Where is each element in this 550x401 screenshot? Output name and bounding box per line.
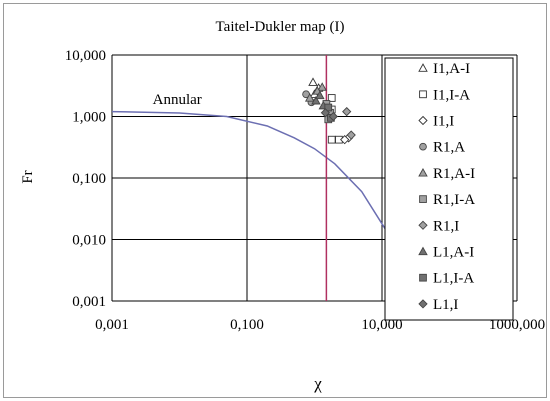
x-tick-label: 0,100 bbox=[230, 317, 264, 333]
data-point bbox=[342, 106, 352, 117]
legend-marker bbox=[418, 220, 428, 230]
legend-entry: R1,I bbox=[433, 218, 459, 234]
legend-entry: L1,I bbox=[433, 297, 458, 313]
y-tick-label: 1,000 bbox=[72, 110, 106, 126]
legend-box bbox=[384, 57, 514, 321]
y-axis-label: Fr bbox=[20, 170, 36, 183]
legend-entry: I1,I-A bbox=[433, 87, 470, 103]
legend-marker bbox=[418, 115, 428, 126]
data-point bbox=[308, 77, 318, 86]
legend-marker bbox=[419, 195, 427, 203]
legend-entry: L1,A-I bbox=[433, 245, 474, 261]
data-point bbox=[328, 111, 338, 122]
legend-marker bbox=[418, 63, 428, 72]
x-tick-label: 1000,000 bbox=[489, 317, 545, 333]
legend-entry: R1,I-A bbox=[433, 192, 475, 208]
legend-entry: I1,I bbox=[433, 114, 454, 130]
data-point bbox=[346, 130, 356, 140]
x-tick-label: 10,000 bbox=[361, 317, 402, 333]
y-tick-label: 10,000 bbox=[65, 48, 106, 64]
x-tick-label: 0,001 bbox=[95, 317, 129, 333]
legend-marker bbox=[419, 90, 427, 99]
data-point bbox=[320, 108, 331, 118]
legend-marker bbox=[419, 273, 427, 282]
legend-marker bbox=[418, 299, 428, 309]
data-point bbox=[317, 82, 327, 91]
legend-marker bbox=[418, 167, 428, 177]
legend-marker bbox=[418, 246, 428, 256]
data-point bbox=[304, 93, 315, 102]
data-point bbox=[311, 95, 321, 105]
legend-entry: R1,A-I bbox=[433, 166, 475, 182]
y-tick-label: 0,010 bbox=[72, 233, 106, 249]
legend-marker bbox=[419, 142, 427, 151]
region-annotation: Annular bbox=[153, 92, 202, 108]
data-point bbox=[340, 135, 350, 145]
data-point bbox=[315, 90, 325, 100]
x-axis-label: χ bbox=[313, 374, 322, 393]
legend-entry: R1,A bbox=[433, 140, 465, 156]
chart-title: Taitel-Dukler map (I) bbox=[216, 19, 345, 35]
y-tick-label: 0,100 bbox=[72, 171, 106, 187]
data-point bbox=[327, 94, 336, 102]
legend-entry: L1,I-A bbox=[433, 271, 474, 287]
data-point bbox=[327, 135, 336, 144]
y-tick-label: 0,001 bbox=[72, 294, 106, 310]
data-point bbox=[324, 103, 333, 112]
legend-entry: I1,A-I bbox=[433, 61, 470, 77]
